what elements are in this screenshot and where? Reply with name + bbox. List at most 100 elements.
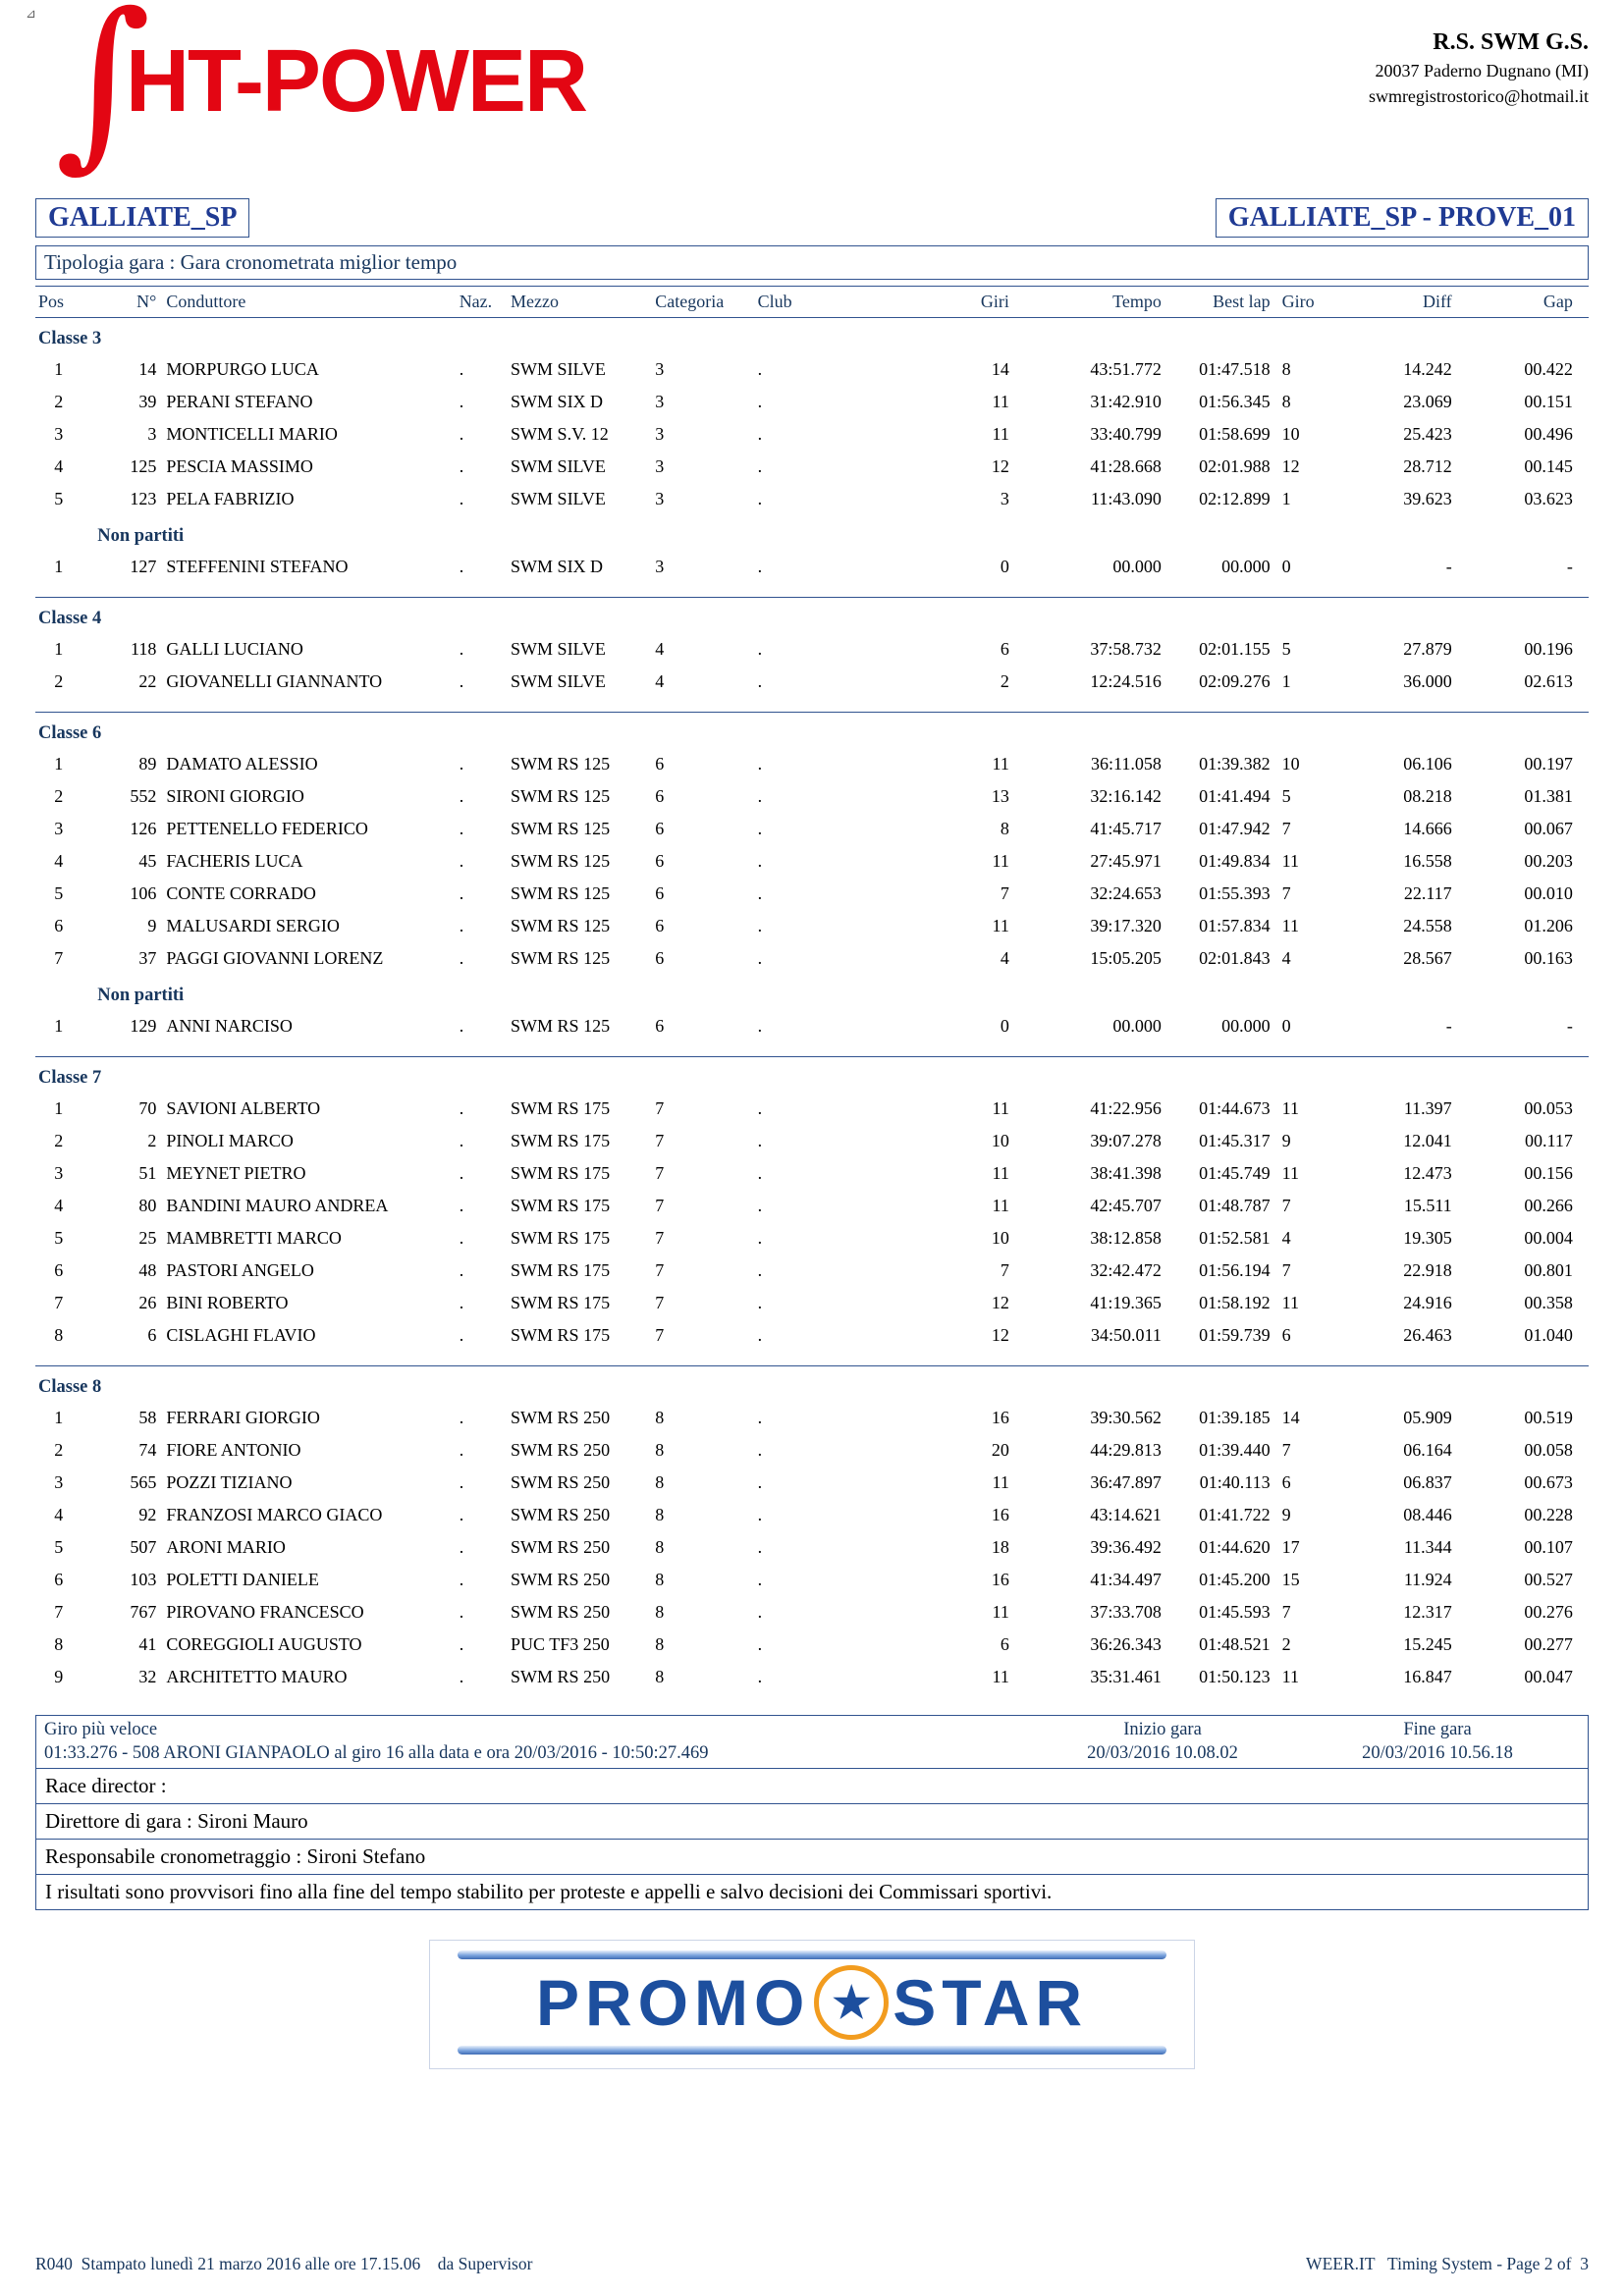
cell-best-lap: 01:39.382 (1199, 754, 1271, 774)
cell-vehicle: SWM RS 250 (511, 1667, 611, 1686)
cell-gap: 03.623 (1524, 489, 1573, 508)
race-director-row: Race director : (35, 1768, 1589, 1804)
cell-diff: 05.909 (1403, 1408, 1452, 1427)
cell-nationality: . (459, 948, 464, 968)
cell-best-lap: 00.000 (1221, 557, 1271, 576)
cell-diff: 15.245 (1403, 1634, 1452, 1654)
cell-best-lap: 01:45.317 (1199, 1131, 1271, 1150)
cell-diff: 36.000 (1403, 671, 1452, 691)
cell-category: 7 (655, 1325, 665, 1345)
fastest-lap-label: Giro più veloce (44, 1720, 158, 1739)
cell-laps: 18 (991, 1537, 1009, 1557)
cell-club: . (757, 456, 763, 476)
cell-gap: 00.228 (1524, 1505, 1573, 1524)
cell-number: 9 (147, 916, 157, 935)
cell-pos: 5 (54, 1228, 64, 1248)
race-end-label: Fine gara (1403, 1720, 1472, 1739)
cell-pos: 4 (54, 1196, 64, 1215)
cell-diff: 23.069 (1403, 392, 1452, 411)
cell-gap: 00.276 (1524, 1602, 1573, 1622)
result-row: 1 118 GALLI LUCIANO. SWM SILVE 4. 6 37:58.732 0… (35, 633, 1589, 666)
cell-time: 39:17.320 (1090, 916, 1162, 935)
organizer-block: R.S. SWM G.S. 20037 Paderno Dugnano (MI)… (1369, 10, 1589, 107)
cell-diff: 08.218 (1403, 786, 1452, 806)
cell-gap: 00.151 (1524, 392, 1573, 411)
cell-laps: 11 (992, 1667, 1009, 1686)
cell-number: 22 (138, 671, 157, 691)
cell-gap: 00.277 (1524, 1634, 1573, 1654)
cell-club: . (757, 1440, 763, 1460)
result-row: 4 92 FRANZOSI MARCO GIACO. SWM RS 250 8. 16 43… (35, 1499, 1589, 1531)
cell-nationality: . (459, 754, 464, 774)
cell-pos: 6 (54, 1570, 64, 1589)
cell-time: 41:28.668 (1090, 456, 1162, 476)
cell-category: 3 (655, 489, 665, 508)
cell-best-lap: 01:40.113 (1199, 1472, 1271, 1492)
cell-pos: 3 (54, 819, 64, 838)
cell-diff: 24.916 (1403, 1293, 1452, 1312)
cell-category: 6 (655, 883, 665, 903)
page-header: ∫ HT-POWER R.S. SWM G.S. 20037 Paderno D… (35, 0, 1589, 183)
provisional-results-note: I risultati sono provvisori fino alla fi… (35, 1874, 1589, 1910)
cell-time: 39:36.492 (1090, 1537, 1162, 1557)
cell-lap: 7 (1281, 1602, 1291, 1622)
cell-nationality: . (459, 786, 464, 806)
cell-diff: 26.463 (1403, 1325, 1452, 1345)
cell-category: 8 (655, 1472, 665, 1492)
cell-diff: 22.117 (1403, 883, 1452, 903)
cell-vehicle: SWM SILVE (511, 671, 606, 691)
cell-nationality: . (459, 1440, 464, 1460)
cell-conductor: PESCIA MASSIMO (166, 456, 313, 476)
cell-lap: 0 (1281, 557, 1291, 576)
cell-diff: 08.446 (1403, 1505, 1452, 1524)
cell-best-lap: 01:56.345 (1199, 392, 1271, 411)
cell-lap: 8 (1281, 359, 1291, 379)
cell-club: . (757, 489, 763, 508)
cell-time: 36:47.897 (1090, 1472, 1162, 1492)
cell-time: 33:40.799 (1090, 424, 1162, 444)
cell-category: 7 (655, 1163, 665, 1183)
cell-time: 32:24.653 (1090, 883, 1162, 903)
cell-nationality: . (459, 392, 464, 411)
cell-club: . (757, 754, 763, 774)
cell-category: 7 (655, 1228, 665, 1248)
cell-conductor: PETTENELLO FEDERICO (166, 819, 368, 838)
cell-nationality: . (459, 1537, 464, 1557)
cell-time: 37:33.708 (1090, 1602, 1162, 1622)
timing-system-info: WEER.IT Timing System - Page 2 of 3 (1306, 2254, 1589, 2273)
col-gap: Gap (1543, 292, 1573, 311)
cell-category: 4 (655, 671, 665, 691)
cell-nationality: . (459, 1667, 464, 1686)
cell-lap: 7 (1281, 1440, 1291, 1460)
cell-number: 106 (130, 883, 157, 903)
col-time: Tempo (1112, 292, 1162, 311)
cell-vehicle: SWM RS 125 (511, 819, 611, 838)
cell-category: 7 (655, 1131, 665, 1150)
cell-laps: 11 (992, 754, 1009, 774)
sponsor-text-left: PROMO (535, 1966, 811, 2039)
page-footer: R040 Stampato lunedì 21 marzo 2016 alle … (35, 2254, 1589, 2274)
class-section: Classe 4 1 118 GALLI LUCIANO. SWM SILVE 4. 6 37… (35, 597, 1589, 706)
cell-club: . (757, 1667, 763, 1686)
col-number: N° (136, 292, 157, 311)
cell-conductor: MORPURGO LUCA (166, 359, 319, 379)
cell-time: 41:45.717 (1090, 819, 1162, 838)
cell-laps: 11 (992, 1602, 1009, 1622)
cell-vehicle: SWM SILVE (511, 456, 606, 476)
result-row: 9 32 ARCHITETTO MAURO. SWM RS 250 8. 11 35:31.… (35, 1661, 1589, 1693)
cell-vehicle: SWM RS 125 (511, 948, 611, 968)
cell-number: 129 (130, 1016, 157, 1036)
cell-time: 39:30.562 (1090, 1408, 1162, 1427)
cell-club: . (757, 1325, 763, 1345)
cell-number: 80 (138, 1196, 157, 1215)
cell-number: 70 (138, 1098, 157, 1118)
cell-conductor: POLETTI DANIELE (166, 1570, 319, 1589)
cell-pos: 1 (54, 1098, 64, 1118)
cell-diff: - (1445, 1016, 1452, 1036)
cell-pos: 4 (54, 1505, 64, 1524)
result-row: 8 41 COREGGIOLI AUGUSTO. PUC TF3 250 8. 6 36:2… (35, 1629, 1589, 1661)
col-lap: Giro (1281, 292, 1315, 311)
cell-best-lap: 01:49.834 (1199, 851, 1271, 871)
cell-laps: 14 (991, 359, 1009, 379)
cell-laps: 11 (992, 1472, 1009, 1492)
